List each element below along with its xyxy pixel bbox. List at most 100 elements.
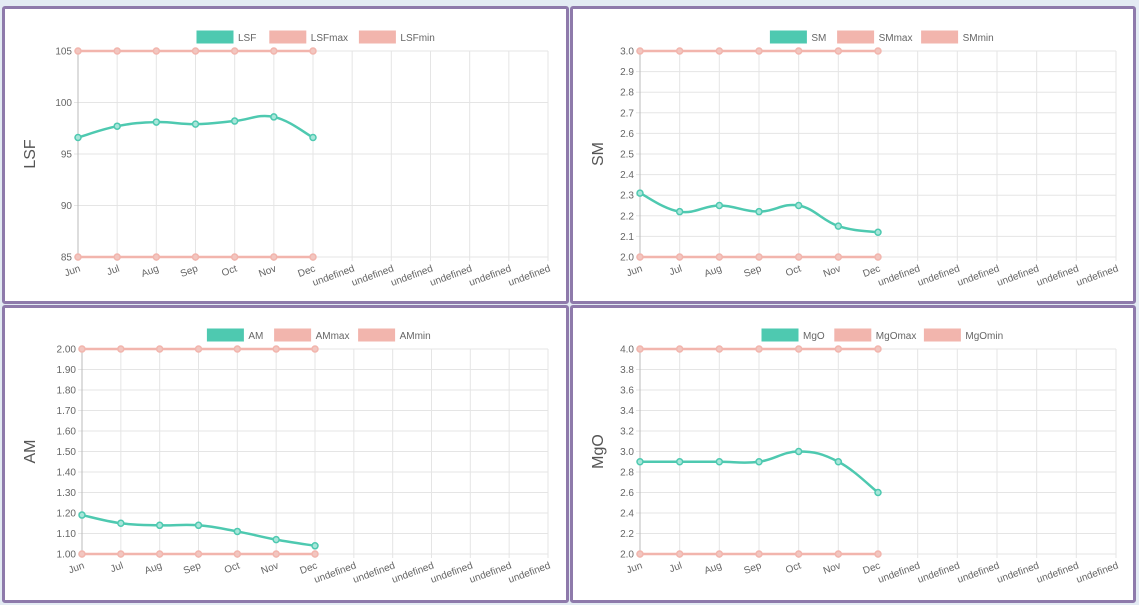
- data-point-mgomax: [636, 345, 644, 353]
- y-tick-label: 3.4: [620, 406, 634, 417]
- data-point-mgomin: [874, 550, 882, 558]
- data-point-ammin: [78, 550, 86, 558]
- legend-label-lsfmin: LSFmin: [400, 33, 434, 44]
- data-point-mgomin: [715, 550, 724, 558]
- data-point-mgomax: [794, 345, 803, 353]
- data-point-mgomax: [874, 345, 882, 353]
- x-tick-label: undefined: [350, 263, 395, 288]
- x-tick-label: undefined: [313, 560, 358, 585]
- data-point-am: [233, 527, 242, 536]
- y-tick-label: 4.0: [620, 345, 634, 356]
- x-tick-label: Aug: [143, 560, 163, 576]
- y-tick-label: 2.5: [620, 150, 634, 161]
- y-tick-label: 1.40: [57, 468, 77, 479]
- data-point-sm: [636, 189, 644, 197]
- y-axis-title: SM: [590, 142, 607, 166]
- data-point-sm: [874, 228, 882, 237]
- data-point-sm: [755, 207, 763, 216]
- y-tick-label: 1.50: [57, 447, 77, 458]
- x-tick-label: Aug: [703, 560, 723, 576]
- data-point-lsf: [191, 120, 200, 128]
- y-tick-label: 1.30: [57, 488, 77, 499]
- x-tick-label: Jul: [668, 263, 684, 278]
- legend-label-smmax: SMmax: [879, 33, 913, 44]
- x-tick-label: undefined: [1035, 263, 1080, 288]
- x-tick-label: Jun: [63, 263, 82, 279]
- legend-swatch-ammin: [358, 328, 396, 342]
- y-tick-label: 2.00: [57, 345, 77, 356]
- data-point-lsfmax: [309, 47, 317, 55]
- y-tick-label: 2.0: [620, 550, 634, 561]
- data-point-lsf: [74, 133, 82, 142]
- data-point-sm: [715, 201, 724, 210]
- legend-swatch-smmax: [837, 30, 875, 44]
- data-point-mgomax: [715, 345, 724, 353]
- data-point-mgo: [794, 447, 803, 456]
- data-point-smmin: [675, 253, 684, 261]
- data-point-mgo: [874, 488, 882, 497]
- data-point-sm: [675, 207, 684, 216]
- data-point-lsfmin: [270, 253, 278, 261]
- y-tick-label: 95: [61, 150, 73, 161]
- x-tick-label: Jun: [67, 560, 86, 576]
- x-tick-label: undefined: [916, 560, 961, 585]
- data-point-smmin: [715, 253, 724, 261]
- data-point-smmax: [715, 47, 724, 55]
- data-point-ammax: [311, 345, 319, 353]
- data-point-smmax: [874, 47, 882, 55]
- y-tick-label: 105: [55, 47, 72, 58]
- x-tick-label: Jun: [625, 263, 644, 279]
- data-point-lsf: [230, 117, 239, 125]
- data-point-mgo: [675, 458, 684, 466]
- data-point-mgomin: [636, 550, 644, 558]
- data-point-lsfmax: [230, 47, 239, 55]
- data-point-ammax: [78, 345, 86, 353]
- legend-swatch-lsfmax: [269, 30, 307, 44]
- y-tick-label: 2.3: [620, 191, 634, 202]
- y-tick-label: 2.9: [620, 67, 634, 78]
- x-tick-label: undefined: [996, 560, 1041, 585]
- data-point-smmax: [794, 47, 803, 55]
- y-tick-label: 2.2: [620, 211, 634, 222]
- data-point-mgomin: [675, 550, 684, 558]
- x-tick-label: Sep: [182, 560, 203, 577]
- x-tick-label: undefined: [916, 263, 961, 288]
- data-point-smmin: [834, 253, 843, 261]
- data-point-mgomax: [755, 345, 763, 353]
- y-tick-label: 90: [61, 201, 73, 212]
- data-point-ammax: [194, 345, 203, 353]
- legend-label-smmin: SMmin: [963, 33, 994, 44]
- chart-svg: 2.00 1.90 1.80 1.70 1.60 1.50 1.40 1.30 1.20 1.10…: [22, 328, 552, 586]
- data-point-am: [117, 519, 125, 527]
- y-tick-label: 3.0: [620, 447, 634, 458]
- y-tick-label: 2.7: [620, 108, 634, 119]
- data-point-am: [155, 521, 164, 530]
- y-tick-label: 3.8: [620, 365, 634, 376]
- legend-label-ammax: AMmax: [316, 331, 350, 342]
- y-axis-title: MgO: [590, 434, 607, 469]
- data-point-am: [194, 521, 203, 530]
- x-tick-label: undefined: [956, 560, 1001, 585]
- data-point-lsfmin: [191, 253, 200, 261]
- y-tick-label: 2.8: [620, 88, 634, 99]
- y-axis-title: AM: [22, 440, 39, 464]
- x-tick-label: Nov: [822, 263, 842, 279]
- x-tick-label: Oct: [223, 560, 242, 576]
- legend-swatch-lsfmin: [358, 30, 396, 44]
- y-tick-label: 1.70: [57, 406, 77, 417]
- data-point-smmin: [874, 253, 882, 261]
- x-tick-label: undefined: [390, 560, 435, 585]
- legend-label-lsf: LSF: [238, 33, 256, 44]
- data-point-am: [311, 542, 319, 550]
- y-tick-label: 1.60: [57, 427, 77, 438]
- y-tick-label: 2.6: [620, 488, 634, 499]
- x-tick-label: Aug: [703, 263, 723, 279]
- x-tick-label: undefined: [429, 560, 474, 585]
- data-point-ammin: [155, 550, 164, 558]
- chart-panel-mgo: 4.0 3.8 3.6 3.4 3.2 3.0 2.8 2.6 2.4 2.2 2.0 Jun Jul A…: [570, 305, 1136, 603]
- chart-panel-am: 2.00 1.90 1.80 1.70 1.60 1.50 1.40 1.30 1.20 1.10…: [2, 305, 569, 603]
- x-tick-label: undefined: [956, 263, 1001, 288]
- x-tick-label: undefined: [877, 560, 922, 585]
- legend-swatch-sm: [769, 30, 807, 44]
